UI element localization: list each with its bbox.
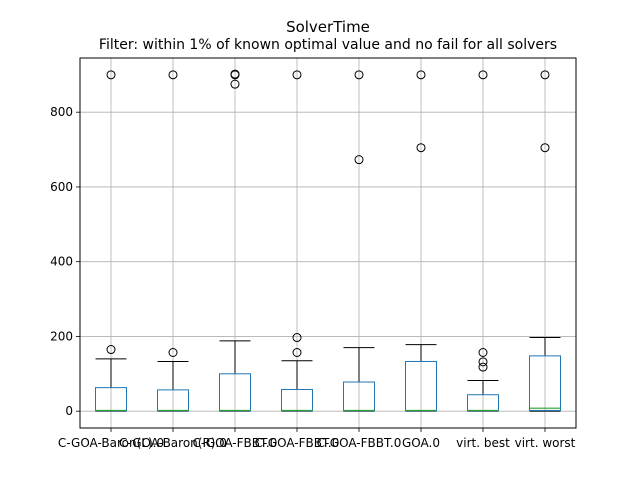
box-8 xyxy=(529,70,561,412)
outlier-point xyxy=(292,348,302,358)
outlier-point xyxy=(168,70,178,80)
box-2 xyxy=(157,70,189,412)
outlier-point xyxy=(478,362,488,372)
y-tick-label: 200 xyxy=(50,329,73,343)
box-3 xyxy=(219,69,251,412)
y-tick-label: 400 xyxy=(50,255,73,269)
box-6 xyxy=(405,70,437,412)
plot-frame xyxy=(79,57,577,429)
outlier-point xyxy=(478,70,488,80)
outlier-point xyxy=(354,155,364,165)
outlier-point xyxy=(106,70,116,80)
x-tick-label: virt. best xyxy=(456,436,510,450)
x-tick-label: C-GOA-Baron(L).0 xyxy=(58,436,164,450)
outlier-point xyxy=(292,70,302,80)
x-tick-label: C-GOA-FBBT.0 xyxy=(317,436,402,450)
outlier-point xyxy=(230,79,240,89)
outlier-point xyxy=(478,348,488,358)
x-tick-label: C-GOA-Baron(R).0 xyxy=(119,436,227,450)
box-7 xyxy=(467,70,499,412)
outlier-point xyxy=(540,143,550,153)
x-tick-label: C-GOA-FBBT.0 xyxy=(255,436,340,450)
chart-subtitle: Filter: within 1% of known optimal value… xyxy=(99,37,557,53)
outlier-point xyxy=(230,69,240,79)
outlier-point xyxy=(168,348,178,358)
outlier-point xyxy=(106,345,116,355)
outlier-point xyxy=(416,143,426,153)
outlier-point xyxy=(354,70,364,80)
outlier-point xyxy=(292,333,302,343)
outlier-point xyxy=(540,70,550,80)
box-body xyxy=(529,355,561,411)
box-5 xyxy=(343,70,375,412)
x-axis: C-GOA-Baron(L).0C-GOA-Baron(R).0C-GOA-FB… xyxy=(58,428,576,450)
y-axis: 0 200 400 600 800 xyxy=(50,105,80,418)
box-1 xyxy=(95,70,127,412)
chart-title: SolverTime xyxy=(286,18,370,36)
box-4 xyxy=(281,70,313,412)
grid-layer xyxy=(80,58,576,428)
y-tick-label: 0 xyxy=(65,404,73,418)
y-tick-label: 800 xyxy=(50,105,73,119)
outlier-point xyxy=(478,357,488,367)
boxes-layer xyxy=(95,69,561,412)
x-tick-label: virt. worst xyxy=(515,436,576,450)
y-tick-label: 600 xyxy=(50,180,73,194)
outlier-point xyxy=(416,70,426,80)
x-tick-label: GOA.0 xyxy=(402,436,440,450)
x-tick-label: C-GOA-FBBT.0 xyxy=(193,436,278,450)
